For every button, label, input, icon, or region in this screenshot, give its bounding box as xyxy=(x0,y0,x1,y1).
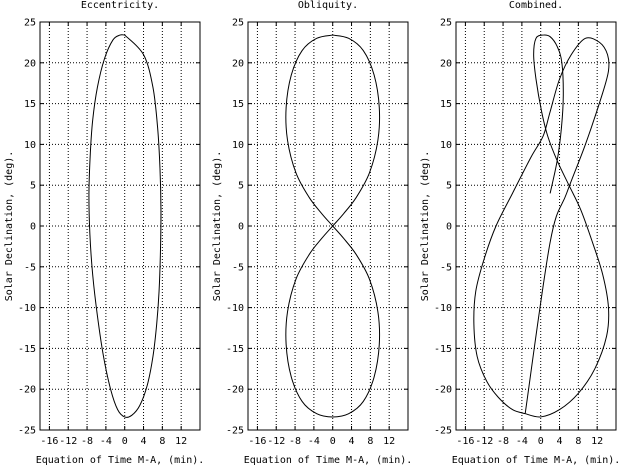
y-tick-label: 10 xyxy=(440,140,452,151)
series-line-2 xyxy=(525,34,610,418)
chart-title: Combined. xyxy=(509,0,563,11)
y-tick-label: 15 xyxy=(24,99,36,110)
x-tick-label: -8 xyxy=(497,436,509,447)
y-tick-label: 20 xyxy=(440,58,452,69)
y-axis-label: Solar Declination, (deg). xyxy=(4,151,15,302)
y-tick-label: -5 xyxy=(24,262,36,273)
y-tick-label: -25 xyxy=(226,426,244,437)
series-line-1 xyxy=(88,34,162,418)
chart-panel-3: -25 -20 -15 -10 -5 0 5 10 15 20 25 -16 -12 -8 -4 0 4 8 12 C… xyxy=(420,0,618,466)
y-tick-label: -15 xyxy=(18,344,36,355)
y-tick-label: -10 xyxy=(18,303,36,314)
y-tick-label: -20 xyxy=(18,385,36,396)
x-tick-label: -16 xyxy=(248,436,266,447)
x-tick-label: 0 xyxy=(330,436,336,447)
y-axis-label: Solar Declination, (deg). xyxy=(420,151,431,302)
y-tick-label: 15 xyxy=(232,99,244,110)
chart-panel-2: -25 -20 -15 -10 -5 0 5 10 15 20 25 -16 -12 -8 -4 0 4 8 12 O… xyxy=(212,0,412,466)
x-tick-label: -16 xyxy=(40,436,58,447)
x-tick-label: -12 xyxy=(475,436,493,447)
x-tick-label: -4 xyxy=(100,436,112,447)
x-axis-label: Equation of Time M-A, (min). xyxy=(244,455,413,466)
y-axis-label: Solar Declination, (deg). xyxy=(212,151,223,302)
y-tick-label: 25 xyxy=(232,18,244,29)
x-axis-label: Equation of Time M-A, (min). xyxy=(452,455,618,466)
x-axis-label: Equation of Time M-A, (min). xyxy=(36,455,205,466)
y-tick-label: -20 xyxy=(226,385,244,396)
x-tick-label: 4 xyxy=(557,436,563,447)
y-tick-label: 5 xyxy=(30,181,36,192)
y-tick-label: -15 xyxy=(434,344,452,355)
x-tick-label: -4 xyxy=(516,436,528,447)
x-tick-label: 4 xyxy=(349,436,355,447)
y-tick-label: 20 xyxy=(232,58,244,69)
y-tick-label: 5 xyxy=(238,181,244,192)
y-tick-label: -25 xyxy=(18,426,36,437)
y-tick-label: -5 xyxy=(440,262,452,273)
x-tick-label: 0 xyxy=(122,436,128,447)
x-tick-label: 8 xyxy=(159,436,165,447)
x-tick-label: -4 xyxy=(308,436,320,447)
x-tick-label: -8 xyxy=(289,436,301,447)
y-tick-label: 15 xyxy=(440,99,452,110)
x-tick-label: 12 xyxy=(591,436,603,447)
chart-title: Eccentricity. xyxy=(81,0,159,11)
x-tick-label: -12 xyxy=(267,436,285,447)
y-tick-label: 10 xyxy=(232,140,244,151)
y-tick-label: -10 xyxy=(434,303,452,314)
y-tick-label: -5 xyxy=(232,262,244,273)
y-tick-label: -10 xyxy=(226,303,244,314)
x-tick-label: -8 xyxy=(81,436,93,447)
y-tick-label: -25 xyxy=(434,426,452,437)
y-tick-label: -20 xyxy=(434,385,452,396)
y-tick-label: 10 xyxy=(24,140,36,151)
x-tick-label: -12 xyxy=(59,436,77,447)
y-tick-label: 0 xyxy=(446,222,452,233)
x-tick-label: 4 xyxy=(141,436,147,447)
y-tick-label: -15 xyxy=(226,344,244,355)
y-tick-label: 0 xyxy=(30,222,36,233)
series-line-1 xyxy=(473,37,610,415)
y-tick-label: 0 xyxy=(238,222,244,233)
x-tick-label: 12 xyxy=(383,436,395,447)
y-tick-label: 25 xyxy=(440,18,452,29)
y-tick-label: 25 xyxy=(24,18,36,29)
series-line-1 xyxy=(285,34,381,418)
x-tick-label: 0 xyxy=(538,436,544,447)
y-tick-label: 5 xyxy=(446,181,452,192)
y-tick-label: 20 xyxy=(24,58,36,69)
x-tick-label: -16 xyxy=(456,436,474,447)
chart-panel-1: -25 -20 -15 -10 -5 0 5 10 15 20 25 -16 -12 -8 -4 0 4 8 12 E… xyxy=(4,0,204,466)
x-tick-label: 8 xyxy=(367,436,373,447)
chart-title: Obliquity. xyxy=(298,0,358,11)
x-tick-label: 8 xyxy=(575,436,581,447)
x-tick-label: 12 xyxy=(175,436,187,447)
